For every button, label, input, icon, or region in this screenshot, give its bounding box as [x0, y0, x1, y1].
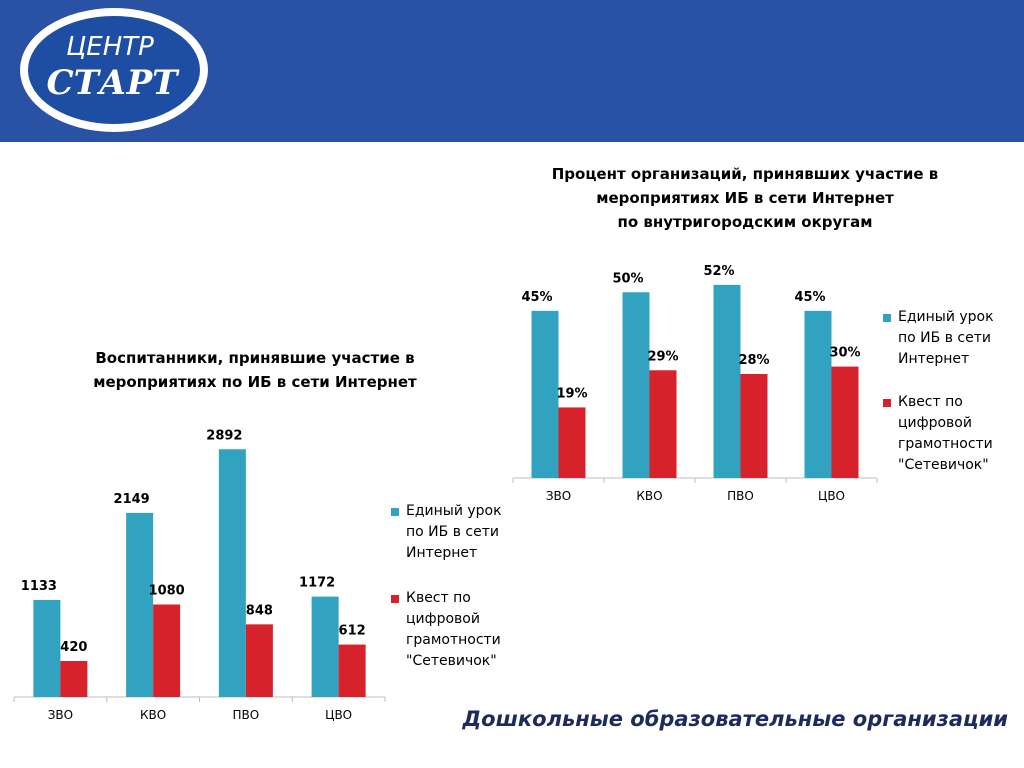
- chart2-bar: [740, 374, 768, 478]
- chart2-data-label: 19%: [556, 386, 587, 401]
- logo-text-centr: ЦЕНТР: [66, 32, 154, 62]
- legend-line: Квест по: [406, 590, 471, 606]
- chart1-data-label: 848: [246, 603, 273, 618]
- chart2-category-label: КВО: [636, 489, 662, 503]
- legend-line: "Сетевичок": [406, 653, 497, 669]
- legend-line: грамотности: [898, 436, 993, 452]
- chart1-bar: [245, 624, 273, 697]
- logo-text-start: СТАРТ: [47, 63, 181, 103]
- chart2-bar: [622, 292, 650, 478]
- chart1-data-label: 1133: [21, 579, 57, 594]
- chart2-title: Процент организаций, принявших участие в…: [530, 162, 960, 234]
- legend-swatch-1: [391, 508, 399, 516]
- legend-swatch-1: [883, 314, 891, 322]
- chart1-category-label: КВО: [140, 708, 166, 722]
- chart2-category-label: ЦВО: [818, 489, 845, 503]
- chart2-title-line: Процент организаций, принявших участие в: [551, 165, 939, 183]
- chart1-title-line: Воспитанники, принявшие участие в: [95, 349, 415, 367]
- chart1-title-line: мероприятиях по ИБ в сети Интернет: [93, 373, 417, 391]
- chart1-bar: [218, 449, 246, 697]
- legend-line: цифровой: [898, 415, 972, 431]
- chart2-data-label: 29%: [647, 349, 678, 364]
- legend-line: Интернет: [898, 351, 970, 367]
- chart2-bar: [558, 407, 586, 478]
- logo: ЦЕНТР СТАРТ: [20, 8, 208, 132]
- chart1-bar: [126, 512, 154, 697]
- logo-inner-ellipse: [28, 16, 200, 124]
- chart1-data-label: 2149: [114, 492, 150, 507]
- chart1-category-label: ЗВО: [48, 708, 73, 722]
- legend-line: Квест по: [898, 394, 963, 410]
- chart1-data-label: 612: [339, 624, 366, 639]
- chart2-bar: [649, 370, 677, 478]
- chart1-data-label: 420: [60, 640, 87, 655]
- chart2-data-label: 52%: [703, 264, 734, 279]
- chart2-category-label: ЗВО: [546, 489, 571, 503]
- chart2-data-label: 45%: [794, 290, 825, 305]
- footer-caption: Дошкольные образовательные организации: [462, 707, 1008, 731]
- chart2-legend-item-2: Квест по цифровой грамотности "Сетевичок…: [883, 392, 995, 476]
- legend-line: по ИБ в сети: [898, 330, 991, 346]
- legend-line: по ИБ в сети: [406, 524, 499, 540]
- legend-line: грамотности: [406, 632, 501, 648]
- legend-line: "Сетевичок": [898, 457, 989, 473]
- chart2-bar: [531, 310, 559, 478]
- chart1-legend: Единый урок по ИБ в сети Интернет Квест …: [391, 501, 503, 688]
- chart2-data-label: 45%: [521, 290, 552, 305]
- chart2-title-line: мероприятиях ИБ в сети Интернет: [596, 189, 894, 207]
- chart2-legend: Единый урок по ИБ в сети Интернет Квест …: [883, 307, 995, 492]
- legend-swatch-2: [883, 399, 891, 407]
- chart2-bar: [804, 310, 832, 478]
- legend-swatch-2: [391, 595, 399, 603]
- chart1-bar: [153, 604, 181, 697]
- legend-line: Единый урок: [406, 503, 502, 519]
- chart2-data-label: 30%: [829, 346, 860, 361]
- chart1-title: Воспитанники, принявшие участие в меропр…: [70, 346, 440, 394]
- legend-line: Интернет: [406, 545, 478, 561]
- chart1-bar: [60, 661, 88, 697]
- legend-line: цифровой: [406, 611, 480, 627]
- chart2-legend-item-1: Единый урок по ИБ в сети Интернет: [883, 307, 995, 370]
- chart2-bar: [713, 284, 741, 478]
- chart1-bar: [311, 596, 339, 697]
- chart2-data-label: 28%: [738, 353, 769, 368]
- chart2-title-line: по внутригородским округам: [617, 213, 873, 231]
- chart1-data-label: 1080: [149, 583, 185, 598]
- chart2-bar: [831, 366, 859, 478]
- chart2-category-label: ПВО: [727, 489, 754, 503]
- chart1-data-label: 1172: [299, 576, 335, 591]
- chart2-data-label: 50%: [612, 271, 643, 286]
- chart1-bar: [338, 644, 366, 697]
- chart1-category-label: ПВО: [233, 708, 260, 722]
- chart1-data-label: 2892: [206, 428, 242, 443]
- chart1-bar: [33, 599, 61, 697]
- chart1-category-label: ЦВО: [325, 708, 352, 722]
- legend-line: Единый урок: [898, 309, 994, 325]
- chart1-legend-item-1: Единый урок по ИБ в сети Интернет: [391, 501, 503, 564]
- chart1-legend-item-2: Квест по цифровой грамотности "Сетевичок…: [391, 588, 503, 672]
